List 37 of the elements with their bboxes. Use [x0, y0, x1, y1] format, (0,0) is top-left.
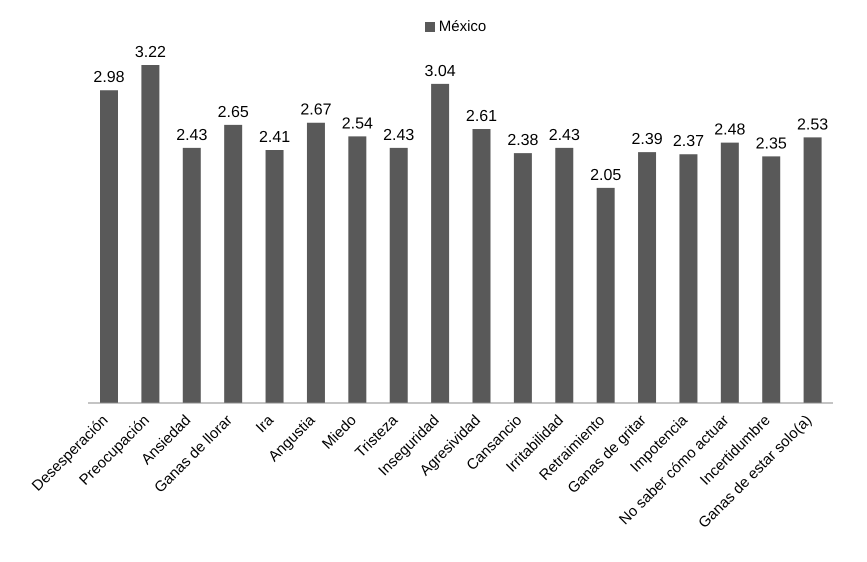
bar — [224, 124, 242, 403]
bar — [514, 153, 532, 403]
data-label: 2.61 — [466, 108, 498, 126]
data-label: 2.65 — [218, 104, 249, 121]
data-label: 2.35 — [756, 135, 787, 152]
data-label: 2.38 — [507, 132, 539, 150]
data-label: 2.43 — [383, 126, 414, 144]
data-label: 2.54 — [342, 115, 374, 132]
data-label: 2.98 — [93, 69, 125, 86]
bar — [762, 156, 780, 403]
data-label: 3.22 — [134, 44, 166, 61]
bar — [306, 122, 325, 403]
data-label: 2.48 — [714, 122, 746, 139]
data-label: 2.39 — [631, 131, 663, 148]
bar — [431, 84, 450, 403]
bar — [596, 188, 615, 403]
bar — [555, 148, 574, 403]
data-label: 2.67 — [300, 102, 332, 119]
legend-label: México — [438, 18, 486, 35]
bar — [720, 142, 739, 403]
bar — [679, 154, 698, 403]
data-label: 2.41 — [258, 129, 290, 146]
data-label: 2.37 — [672, 133, 704, 150]
data-label: 2.05 — [590, 166, 622, 184]
bar — [266, 150, 284, 403]
data-label: 2.43 — [548, 126, 580, 144]
bar — [348, 136, 366, 403]
data-label: 3.04 — [424, 62, 456, 80]
bar — [141, 65, 160, 403]
bar — [804, 137, 822, 403]
data-label: 2.43 — [176, 126, 208, 144]
bar — [100, 90, 118, 403]
bar — [390, 148, 408, 403]
data-label: 2.53 — [797, 116, 828, 134]
bar — [472, 129, 490, 403]
bar — [638, 152, 656, 403]
bar — [182, 148, 201, 403]
